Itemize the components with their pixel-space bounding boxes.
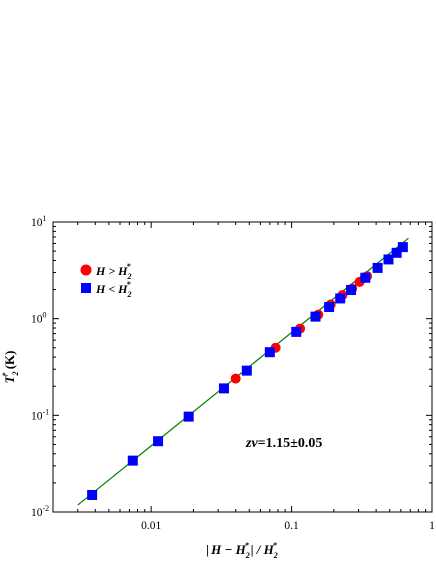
x-tick-label: 0.01 xyxy=(141,520,161,532)
data-point-square xyxy=(391,247,402,258)
legend-marker-circle xyxy=(80,264,92,276)
data-point-square xyxy=(291,326,302,337)
legend: H > H2* H < H2* xyxy=(80,262,132,299)
data-point-square xyxy=(310,311,321,322)
y-tick-label: 10-1 xyxy=(31,407,49,422)
data-point-square xyxy=(218,383,229,394)
data-point-square xyxy=(241,365,252,376)
legend-label-above: H > H2* xyxy=(95,262,132,281)
y-tick-label: 10-2 xyxy=(31,504,49,519)
data-point-square xyxy=(346,284,357,295)
x-tick-label: 1 xyxy=(429,520,435,532)
tick-labels: 0.01 0.1 1 10-2 10-1 100 101 xyxy=(31,214,435,532)
data-point-square xyxy=(183,411,194,422)
y-tick-label: 100 xyxy=(31,311,47,326)
data-point-square xyxy=(127,455,138,466)
data-point-square xyxy=(360,272,371,283)
x-axis-title: | H − H2* | / H2* xyxy=(206,541,278,560)
plot-frame xyxy=(52,221,433,513)
axis-ticks xyxy=(52,221,433,513)
data-point-square xyxy=(383,254,394,265)
exponent-annotation: zν=1.15±0.05 xyxy=(245,436,322,451)
x-tick-label: 0.1 xyxy=(284,520,299,532)
legend-label-below: H < H2* xyxy=(95,280,132,299)
data-point-square xyxy=(397,242,408,253)
data-point-square xyxy=(153,436,164,447)
data-point-square xyxy=(372,262,383,273)
legend-marker-square xyxy=(81,283,91,293)
data-point-circle xyxy=(230,373,241,384)
data-points xyxy=(87,242,408,500)
y-tick-label: 101 xyxy=(31,214,47,229)
data-point-square xyxy=(87,489,98,500)
data-point-square xyxy=(264,347,275,358)
data-point-square xyxy=(335,293,346,304)
y-axis-title: T2* (K) xyxy=(1,351,20,384)
data-point-square xyxy=(324,302,335,313)
